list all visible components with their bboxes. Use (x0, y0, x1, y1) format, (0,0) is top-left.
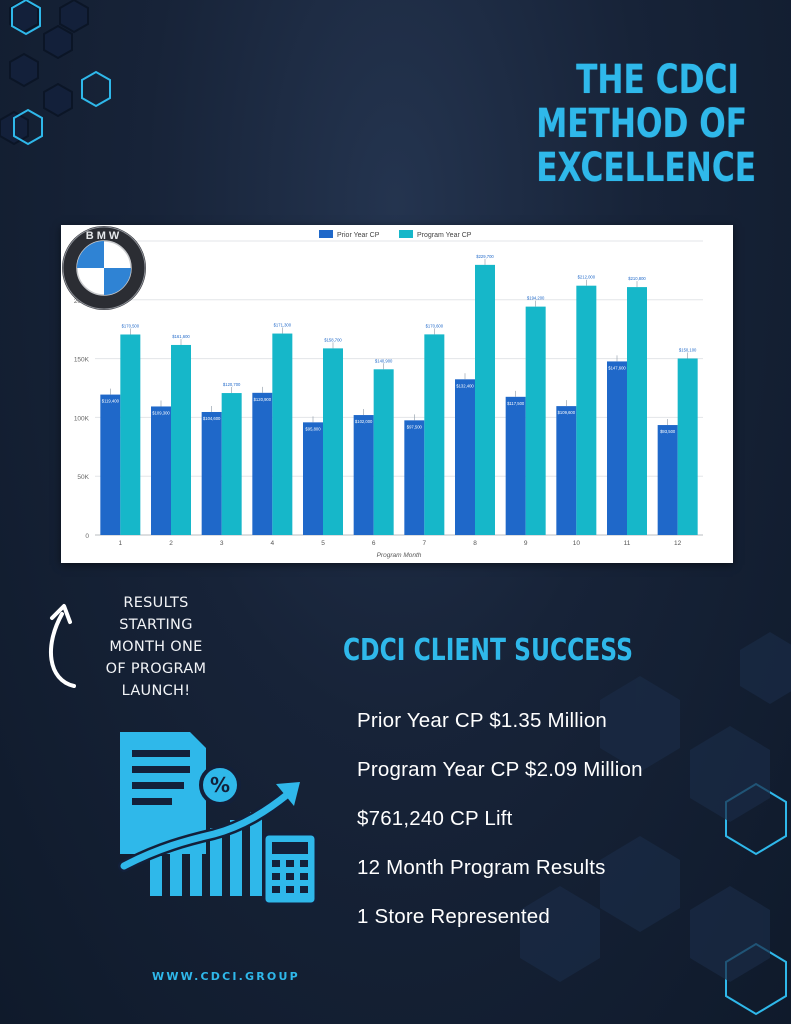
legend-label: Prior Year CP (337, 232, 380, 239)
data-label: $132,400 (456, 383, 474, 388)
x-tick-label: 10 (573, 540, 581, 547)
x-tick-label: 7 (423, 540, 427, 547)
bmw-logo: BMW (62, 226, 146, 310)
stat-cp-lift: $761,240 CP Lift (357, 807, 513, 830)
chart-bar (455, 379, 475, 535)
results-note-line: LAUNCH! (121, 683, 191, 699)
data-label: $119,400 (102, 399, 120, 404)
stat-store-count: 1 Store Represented (357, 905, 550, 928)
x-tick-label: 9 (524, 540, 528, 547)
page-title: THE CDCI METHOD OF EXCELLENCE (536, 57, 757, 191)
chart-bar (151, 406, 171, 535)
calculator-icon (262, 832, 318, 906)
chart-bar (201, 411, 222, 535)
stat-prior-year: Prior Year CP $1.35 Million (357, 709, 608, 732)
legend-swatch (319, 230, 333, 238)
success-stats: Prior Year CP $1.35 Million Program Year… (357, 706, 643, 951)
x-axis-label: Program Month (377, 552, 422, 559)
chart-card: $119,400 $170,500 $109,300 $161,600 $104,600… (61, 225, 733, 563)
chart-bar (353, 415, 374, 535)
success-heading: CDCI CLIENT SUCCESS (343, 633, 633, 668)
data-label: $109,600 (558, 410, 576, 415)
data-label: $102,000 (355, 419, 373, 424)
trend-arrow-icon (118, 782, 300, 872)
website-link[interactable]: WWW.CDCI.GROUP (152, 970, 300, 983)
x-tick-label: 8 (473, 540, 477, 547)
data-label: $170,600 (426, 323, 444, 328)
chart-bar (373, 369, 394, 535)
y-tick-label: 150K (74, 357, 90, 364)
title-line-3: EXCELLENCE (536, 145, 757, 191)
chart-bar (556, 406, 577, 535)
data-label: $117,500 (507, 401, 525, 406)
document-icon (120, 732, 206, 854)
bar-chart: $119,400 $170,500 $109,300 $161,600 $104,600… (74, 230, 703, 559)
data-label: $95,800 (305, 426, 321, 431)
data-label: $147,600 (608, 365, 626, 370)
y-tick-label: 100K (74, 415, 90, 422)
chart-bar (424, 334, 445, 535)
chart-bar (100, 394, 121, 535)
x-tick-label: 4 (271, 540, 275, 547)
data-label: $93,500 (660, 429, 676, 434)
results-note-line: OF PROGRAM (105, 661, 207, 677)
title-line-1: THE CDCI (576, 57, 739, 103)
chart-bar (576, 285, 597, 535)
results-note-line: MONTH ONE (109, 639, 203, 655)
data-label: $212,000 (578, 275, 596, 280)
chart-bar (505, 396, 526, 535)
chart-bar (607, 361, 627, 535)
growth-illustration: % (118, 732, 318, 906)
chart-bar (475, 264, 495, 535)
data-label: $161,600 (172, 334, 190, 339)
percent-icon: % (199, 764, 241, 806)
x-tick-label: 5 (321, 540, 325, 547)
data-label: $210,800 (628, 276, 646, 281)
x-tick-label: 12 (674, 540, 682, 547)
results-note-line: RESULTS (123, 595, 189, 611)
x-tick-label: 3 (220, 540, 224, 547)
legend-label: Program Year CP (417, 232, 472, 239)
data-label: $97,500 (407, 424, 423, 429)
data-label: $170,500 (122, 323, 140, 328)
data-label: $158,700 (324, 337, 342, 342)
x-tick-label: 11 (624, 540, 631, 547)
chart-bar (272, 333, 293, 535)
title-line-2: METHOD OF (536, 101, 748, 147)
chart-bar (323, 348, 343, 535)
results-note: RESULTS STARTING MONTH ONE OF PROGRAM LA… (96, 592, 216, 702)
chart-bar (171, 344, 191, 535)
chart-bar (303, 422, 323, 535)
x-tick-label: 6 (372, 540, 376, 547)
legend-swatch (399, 230, 413, 238)
chart-bar (657, 425, 678, 535)
data-label: $150,100 (679, 347, 697, 352)
x-tick-label: 2 (169, 540, 173, 547)
chart-bar (221, 393, 242, 535)
y-tick-label: 50K (77, 474, 89, 481)
data-label: $229,700 (476, 254, 494, 259)
data-label: $104,600 (203, 416, 221, 421)
data-label: $171,300 (274, 323, 292, 328)
chart-bar (525, 306, 546, 535)
chart-bar (627, 287, 647, 535)
bar-chart-icon (150, 812, 262, 896)
results-note-line: STARTING (119, 617, 193, 633)
data-label: $194,200 (527, 296, 545, 301)
y-tick-label: 0 (85, 533, 89, 540)
chart-bar (120, 334, 141, 535)
curved-arrow-icon (48, 604, 76, 688)
chart-bar (252, 392, 273, 535)
data-label: $140,900 (375, 358, 393, 363)
svg-text:BMW: BMW (86, 230, 123, 242)
data-label: $120,900 (254, 397, 272, 402)
stat-program-length: 12 Month Program Results (357, 856, 606, 879)
chart-bar (404, 420, 425, 535)
svg-text:%: % (210, 773, 230, 797)
chart-bar (677, 358, 698, 535)
data-label: $120,700 (223, 382, 241, 387)
x-tick-label: 1 (119, 540, 123, 547)
data-label: $109,300 (152, 410, 170, 415)
stat-program-year: Program Year CP $2.09 Million (357, 758, 643, 781)
